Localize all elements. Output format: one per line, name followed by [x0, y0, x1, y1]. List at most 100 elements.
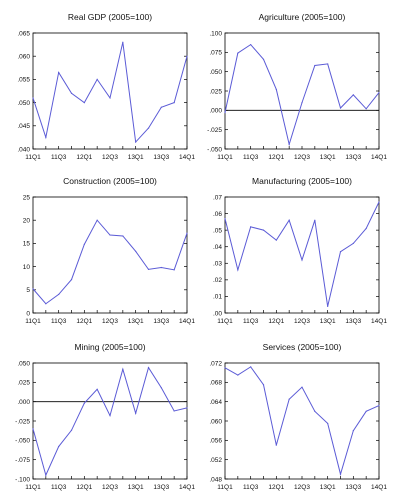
- data-point: [122, 41, 124, 43]
- data-point: [301, 386, 303, 388]
- y-tick-label: 10: [23, 264, 31, 271]
- y-tick-label: .000: [17, 399, 30, 406]
- y-tick-label: -.100: [15, 476, 30, 483]
- x-tick-label: 14Q1: [371, 154, 387, 161]
- chart-title: Construction (2005=100): [63, 176, 157, 186]
- y-tick-label: .050: [17, 100, 30, 107]
- data-point: [96, 78, 98, 80]
- data-point: [58, 293, 60, 296]
- y-tick-label: .052: [209, 457, 222, 464]
- x-tick-label: 12Q1: [76, 154, 92, 161]
- data-point: [83, 102, 85, 104]
- chart-panel-2: Agriculture (2005=100) -.050 -.025 .000 .025…: [207, 12, 387, 161]
- data-point: [160, 106, 162, 108]
- series-line: [32, 42, 188, 144]
- data-point: [327, 63, 329, 65]
- data-point: [339, 107, 342, 109]
- y-tick-label: .05: [213, 227, 222, 234]
- data-point: [301, 259, 303, 261]
- data-point: [70, 92, 73, 94]
- x-tick-label: 12Q1: [76, 318, 92, 325]
- x-tick-label: 13Q1: [320, 484, 336, 491]
- x-tick-label: 13Q3: [153, 484, 169, 491]
- x-tick-label: 11Q1: [217, 484, 233, 491]
- data-point: [224, 367, 226, 369]
- data-point: [96, 219, 98, 221]
- y-tick-label: -.050: [15, 438, 30, 445]
- x-tick-label: 12Q3: [294, 154, 310, 161]
- data-point: [32, 97, 34, 99]
- data-point: [378, 91, 380, 94]
- data-point: [109, 97, 111, 99]
- data-point: [288, 398, 290, 400]
- x-tick-label: 13Q3: [153, 318, 169, 325]
- x-tick-label: 13Q3: [345, 484, 361, 491]
- plot-frame: [32, 196, 188, 314]
- x-tick-label: 14Q1: [179, 484, 195, 491]
- y-tick-label: .04: [213, 244, 222, 251]
- x-tick-label: 12Q3: [294, 484, 310, 491]
- x-tick-label: 13Q1: [320, 318, 336, 325]
- series-line: [224, 366, 380, 477]
- y-tick-label: .056: [209, 438, 222, 445]
- data-point: [288, 143, 290, 145]
- y-tick-label: -.075: [15, 457, 30, 464]
- data-point: [237, 374, 239, 376]
- plot-frame: [224, 196, 380, 314]
- data-point: [250, 366, 252, 368]
- data-point: [147, 268, 150, 270]
- x-tick-label: 12Q3: [102, 154, 118, 161]
- data-point: [352, 242, 354, 244]
- data-point: [135, 412, 137, 414]
- data-point: [352, 94, 354, 96]
- x-tick-label: 11Q1: [217, 154, 233, 161]
- data-point: [378, 404, 380, 407]
- y-tick-label: .045: [17, 123, 30, 130]
- series-line: [32, 219, 188, 305]
- data-point: [339, 251, 342, 253]
- data-point: [173, 269, 175, 271]
- y-tick-label: .060: [209, 418, 222, 425]
- data-point: [70, 278, 73, 281]
- data-point: [352, 430, 354, 432]
- x-tick-label: 12Q1: [268, 154, 284, 161]
- data-point: [45, 136, 47, 138]
- series-line: [224, 201, 380, 307]
- x-tick-label: 14Q1: [179, 318, 195, 325]
- y-tick-label: .07: [213, 194, 222, 201]
- x-tick-label: 11Q1: [25, 154, 41, 161]
- data-point: [237, 52, 239, 54]
- data-point: [237, 269, 239, 271]
- y-tick-label: .075: [209, 50, 222, 57]
- y-tick-label: .025: [17, 380, 30, 387]
- x-tick-label: 13Q1: [128, 154, 144, 161]
- data-point: [275, 88, 277, 91]
- chart-panel-3: Construction (2005=100) 0 5 10 15 20 25 11Q1 11Q…: [23, 176, 196, 325]
- data-point: [327, 305, 329, 307]
- data-point: [314, 64, 316, 67]
- x-tick-label: 11Q1: [25, 484, 41, 491]
- data-point: [58, 445, 60, 448]
- y-tick-label: .025: [209, 88, 222, 95]
- y-tick-label: .000: [209, 108, 222, 115]
- y-tick-label: 15: [23, 241, 31, 248]
- x-tick-label: 11Q3: [51, 484, 67, 491]
- data-point: [262, 229, 265, 231]
- y-tick-label: .01: [213, 294, 222, 301]
- y-tick-label: .02: [213, 277, 222, 284]
- y-tick-label: 0: [26, 310, 30, 317]
- data-point: [275, 444, 277, 446]
- data-point: [45, 474, 47, 476]
- series-line: [32, 366, 188, 477]
- data-point: [173, 410, 175, 412]
- data-point: [160, 266, 162, 269]
- chart-title: Mining (2005=100): [74, 342, 145, 352]
- data-point: [378, 201, 380, 203]
- data-point: [160, 387, 162, 389]
- x-tick-label: 13Q3: [345, 318, 361, 325]
- y-tick-label: .040: [17, 146, 30, 153]
- y-tick-label: .048: [209, 476, 222, 483]
- y-tick-label: .060: [17, 54, 30, 61]
- chart-title: Agriculture (2005=100): [259, 12, 346, 22]
